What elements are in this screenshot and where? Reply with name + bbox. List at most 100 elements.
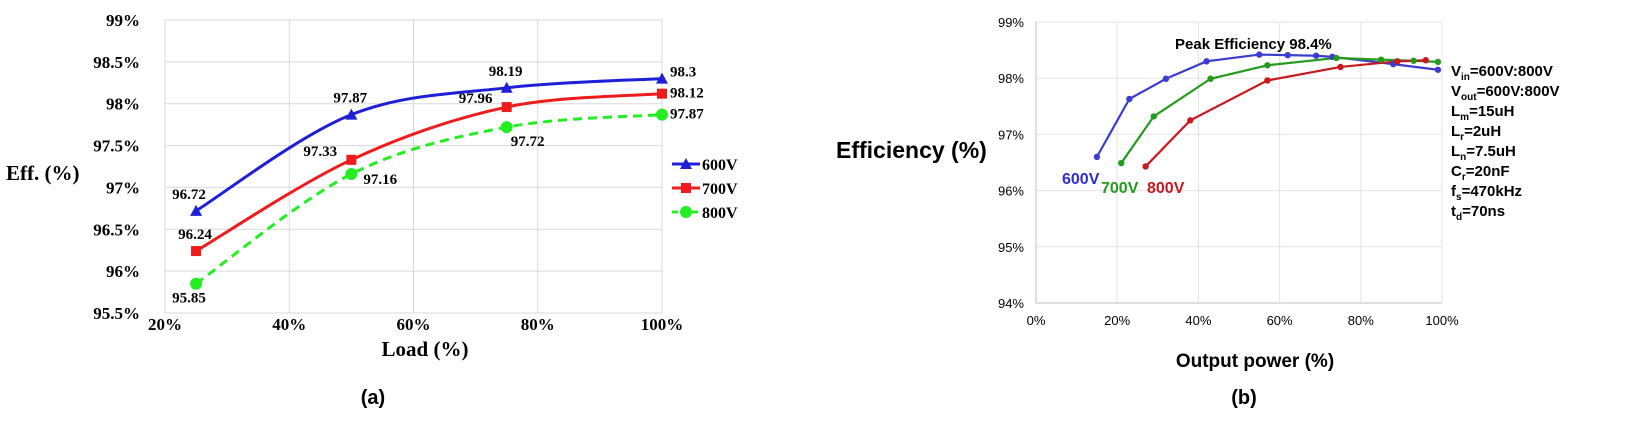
- chart-a-x-tick-labels: 20% 40% 60% 80% 100%: [148, 315, 683, 334]
- chart-a-x-tick-label: 60%: [397, 315, 431, 334]
- chart-a-data-label: 97.87: [333, 91, 367, 107]
- chart-b-marker-600v: [1162, 75, 1170, 82]
- chart-a-marker-800v: [190, 277, 203, 290]
- chart-a-marker-700v: [346, 154, 357, 165]
- chart-a-marker-600v: [656, 72, 668, 84]
- chart-b-parameter: Cr=20nF: [1451, 163, 1510, 183]
- chart-a-legend-marker: [680, 206, 692, 218]
- chart-a-data-label: 98.19: [489, 64, 523, 80]
- chart-b-series-group: [1095, 53, 1439, 168]
- panel-b-caption: (b): [1231, 387, 1257, 409]
- chart-a-legend-marker: [681, 183, 691, 193]
- chart-a: 95.5% 96% 96.5% 97% 97.5% 98% 98.5% 99% 20% 40% 6…: [6, 11, 738, 409]
- chart-a-marker-800v: [500, 121, 513, 134]
- chart-a-data-label: 98.12: [670, 86, 704, 102]
- chart-a-marker-700v: [191, 246, 202, 257]
- chart-b-marker-700v: [1150, 113, 1157, 120]
- chart-b-marker-600v: [1312, 52, 1320, 59]
- chart-a-markers: [190, 72, 668, 290]
- chart-a-x-tick-label: 100%: [641, 315, 684, 334]
- chart-b-parameter: Ln=7.5uH: [1451, 143, 1516, 163]
- chart-b-marker-600v: [1093, 153, 1101, 161]
- chart-a-data-label: 97.96: [459, 91, 493, 107]
- chart-b-parameter: Lr=2uH: [1451, 123, 1501, 143]
- chart-b-marker-700v: [1434, 58, 1442, 66]
- chart-b-marker-800v: [1187, 117, 1194, 124]
- chart-b-marker-600v: [1434, 66, 1442, 73]
- chart-a-x-tick-label: 40%: [272, 315, 306, 334]
- chart-b-marker-600v: [1256, 51, 1263, 58]
- chart-a-data-labels: 96.72 97.87 98.19 98.3 96.24 97.33 97.96 98.12 9…: [172, 64, 704, 307]
- chart-b-marker-800v: [1264, 77, 1271, 84]
- chart-b-marker-600v: [1203, 58, 1210, 65]
- chart-b-y-tick-labels: 94% 95% 96% 97% 98% 99%: [998, 15, 1024, 311]
- chart-b-marker-700v: [1333, 54, 1340, 62]
- chart-a-series-line-800v: [195, 113, 663, 285]
- chart-b-marker-700v: [1207, 75, 1214, 82]
- chart-b-marker-700v: [1410, 57, 1417, 64]
- chart-a-data-label: 96.24: [178, 227, 212, 243]
- chart-b-gridlines: [1035, 21, 1443, 304]
- chart-b-x-tick-label: 60%: [1267, 313, 1293, 328]
- chart-b-y-axis-title: Efficiency (%): [836, 137, 987, 163]
- chart-b-x-tick-labels: 0% 20% 40% 60% 80% 100%: [1027, 313, 1459, 328]
- chart-b-series-label-600v: 600V: [1062, 171, 1100, 188]
- chart-a-data-label: 95.85: [172, 291, 206, 307]
- chart-b-marker-700v: [1118, 159, 1125, 167]
- chart-a-x-tick-label: 80%: [521, 315, 555, 334]
- chart-b-x-tick-label: 0%: [1027, 313, 1046, 328]
- chart-b-marker-800v: [1337, 63, 1344, 71]
- chart-b-x-axis-title: Output power (%): [1176, 351, 1334, 372]
- chart-b-peak-annotation: Peak Efficiency 98.4%: [1175, 36, 1332, 53]
- chart-a-y-tick-label: 99%: [106, 11, 140, 30]
- chart-a-y-tick-label: 98.5%: [93, 53, 140, 72]
- chart-a-marker-800v: [345, 168, 358, 181]
- chart-b-y-tick-label: 98%: [998, 71, 1024, 86]
- chart-a-series-group: [195, 77, 663, 285]
- chart-a-data-label: 97.87: [670, 107, 704, 123]
- chart-b-marker-700v: [1377, 56, 1385, 63]
- chart-a-marker-700v: [657, 88, 667, 99]
- chart-a-data-label: 97.33: [303, 144, 337, 160]
- chart-a-marker-600v: [500, 81, 513, 93]
- chart-b-parameter: Vin=600V:800V: [1451, 63, 1553, 83]
- chart-a-y-tick-label: 98%: [106, 95, 140, 114]
- chart-a-y-axis-title: Eff. (%): [6, 161, 79, 185]
- chart-b-x-tick-label: 100%: [1425, 313, 1459, 328]
- chart-b-marker-600v: [1284, 51, 1291, 59]
- chart-b-x-tick-label: 80%: [1348, 313, 1374, 328]
- chart-a-y-tick-labels: 95.5% 96% 96.5% 97% 97.5% 98% 98.5% 99%: [93, 11, 140, 323]
- chart-a-x-axis-title: Load (%): [382, 337, 469, 361]
- chart-b-y-tick-label: 95%: [998, 240, 1024, 255]
- chart-a-legend: 600V 700V 800V: [672, 157, 738, 222]
- chart-b-parameter: td=70ns: [1451, 203, 1505, 223]
- chart-a-y-tick-label: 97.5%: [93, 137, 140, 156]
- chart-a-series-line-700v: [195, 92, 663, 253]
- chart-b-parameter: Lm=15uH: [1451, 103, 1515, 123]
- chart-a-legend-label: 600V: [702, 157, 738, 174]
- chart-b-series-line-800v: [1144, 59, 1426, 168]
- chart-b-marker-800v: [1422, 57, 1429, 64]
- chart-b-parameter-list: Vin=600V:800VVout=600V:800VLm=15uHLr=2uH…: [1451, 63, 1560, 223]
- chart-a-data-label: 96.72: [172, 187, 206, 203]
- chart-a-gridlines: [164, 19, 663, 314]
- chart-b-series-label-700v: 700V: [1101, 180, 1139, 197]
- chart-b-series-label-800v: 800V: [1147, 180, 1185, 197]
- panel-a-caption: (a): [361, 387, 385, 409]
- chart-a-data-label: 97.72: [511, 134, 545, 150]
- chart-b: 94% 95% 96% 97% 98% 99% 0% 20% 40% 60% 80% 100% Pe…: [836, 15, 1560, 409]
- chart-b-x-tick-label: 40%: [1185, 313, 1211, 328]
- chart-a-y-tick-label: 96.5%: [93, 220, 140, 239]
- chart-b-parameter: Vout=600V:800V: [1451, 83, 1560, 103]
- chart-a-data-label: 98.3: [670, 65, 696, 81]
- chart-b-marker-600v: [1126, 95, 1133, 103]
- chart-b-markers: [1093, 51, 1442, 170]
- chart-a-series-line-600v: [195, 77, 663, 213]
- chart-a-marker-600v: [345, 108, 358, 120]
- chart-b-series-line-600v: [1095, 53, 1439, 158]
- chart-a-y-tick-label: 96%: [106, 262, 140, 281]
- chart-b-y-tick-label: 96%: [998, 184, 1024, 199]
- chart-b-marker-700v: [1264, 62, 1271, 69]
- chart-a-y-tick-label: 97%: [106, 178, 140, 197]
